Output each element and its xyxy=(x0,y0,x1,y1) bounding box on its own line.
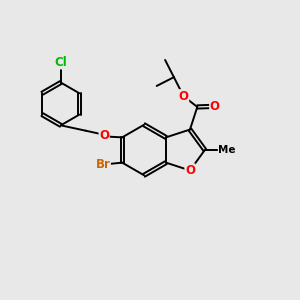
Text: O: O xyxy=(185,164,195,177)
Text: Me: Me xyxy=(218,145,236,155)
Text: O: O xyxy=(99,129,109,142)
Text: Br: Br xyxy=(95,158,110,171)
Text: O: O xyxy=(210,100,220,113)
Text: Cl: Cl xyxy=(54,56,67,69)
Text: O: O xyxy=(178,90,189,103)
